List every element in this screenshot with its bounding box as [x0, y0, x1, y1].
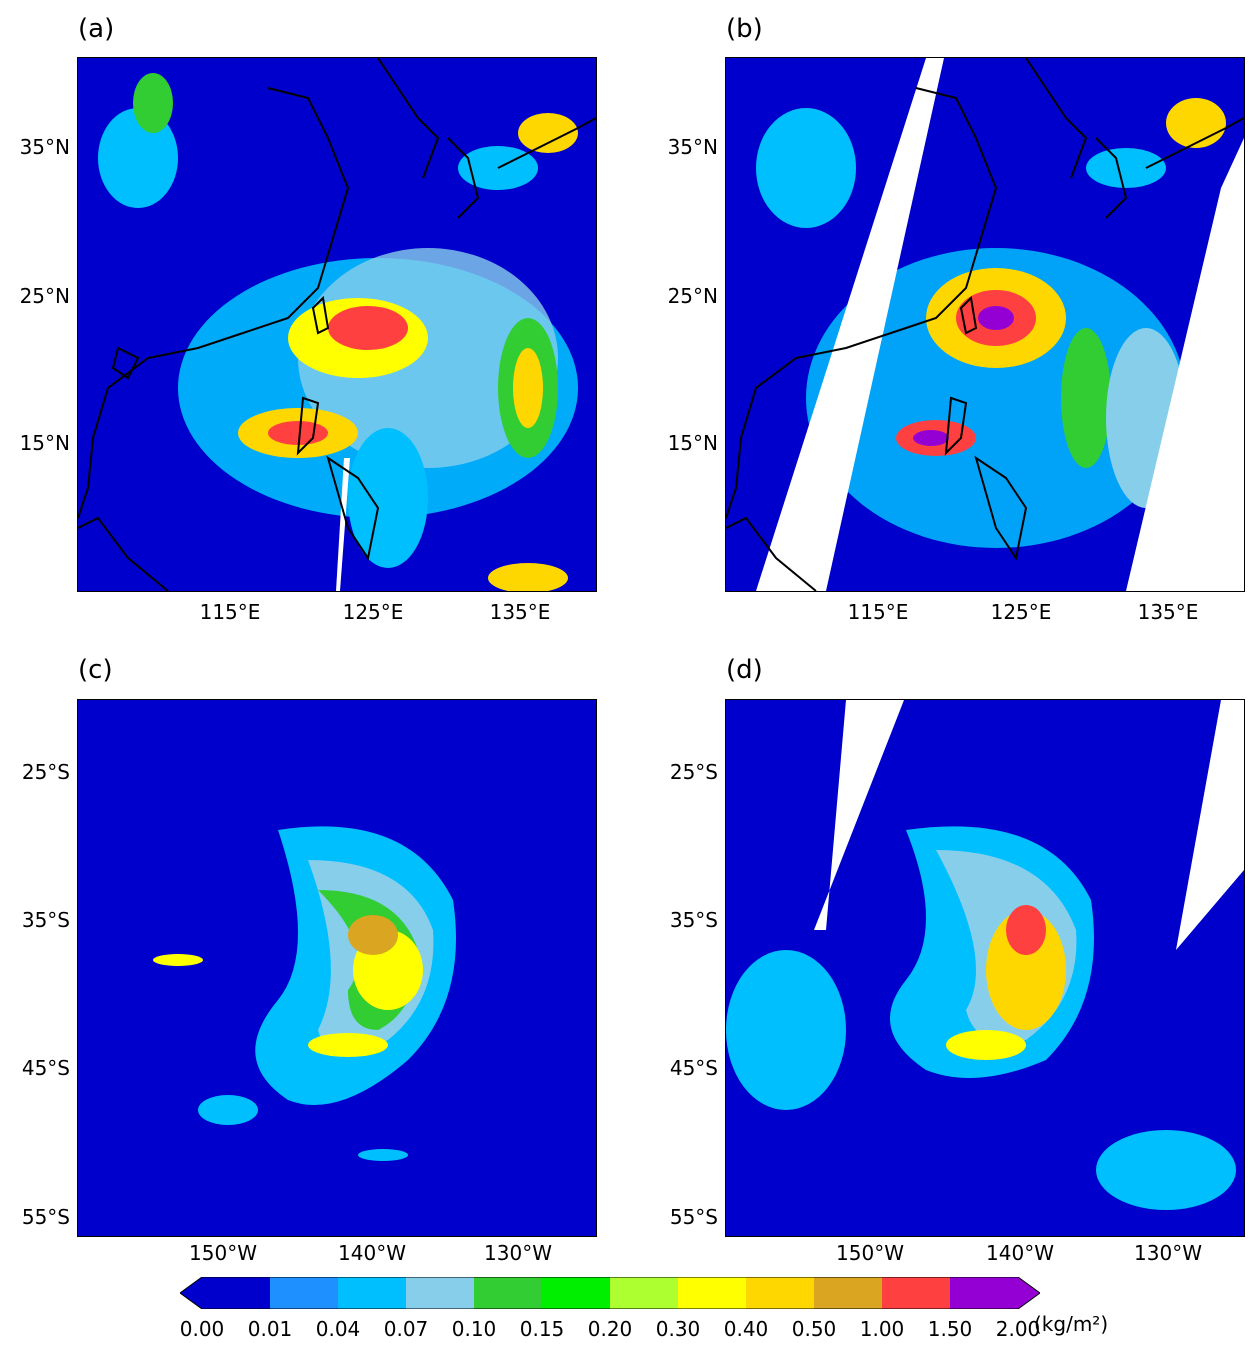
colorbar-cell [610, 1277, 679, 1309]
lat-tick: 25°N [667, 284, 718, 308]
colorbar-cell [542, 1277, 611, 1309]
colorbar-cell [406, 1277, 475, 1309]
colorbar-tick-label: 0.10 [451, 1317, 497, 1341]
precipitation-field-d [726, 700, 1244, 1210]
panel-b-label: (b) [726, 14, 763, 44]
map-panel-a [77, 57, 597, 592]
colorbar-cell [678, 1277, 747, 1309]
colorbar-tick-label: 0.20 [587, 1317, 633, 1341]
lon-tick: 140°W [338, 1241, 406, 1265]
lon-tick: 130°W [484, 1241, 552, 1265]
lat-tick: 35°N [667, 135, 718, 159]
colorbar-cell [474, 1277, 543, 1309]
coastline-b [726, 58, 1244, 591]
colorbar-tick-label: 1.00 [859, 1317, 905, 1341]
panel-c-label: (c) [78, 655, 113, 685]
coastline-a [78, 58, 596, 591]
colorbar-cell [950, 1277, 1040, 1309]
colorbar-cell [270, 1277, 339, 1309]
colorbar-tick-label: 0.00 [179, 1317, 225, 1341]
colorbar-tick-label: 0.07 [383, 1317, 429, 1341]
colorbar-cell [814, 1277, 883, 1309]
precipitation-field-b [726, 58, 1244, 591]
colorbar-tick-label: 0.40 [723, 1317, 769, 1341]
map-panel-b [725, 57, 1245, 592]
lon-tick: 150°W [189, 1241, 257, 1265]
precipitation-field-a [78, 58, 596, 591]
lat-tick: 35°N [19, 135, 70, 159]
colorbar-tick-label: 0.01 [247, 1317, 293, 1341]
lon-tick: 115°E [847, 600, 909, 624]
colorbar-tick-label: 0.04 [315, 1317, 361, 1341]
lat-tick: 15°N [19, 431, 70, 455]
lon-tick: 135°E [1137, 600, 1199, 624]
colorbar-tick-label: 0.30 [655, 1317, 701, 1341]
colorbar-cell [746, 1277, 815, 1309]
lat-tick: 45°S [669, 1056, 718, 1080]
lon-tick: 140°W [986, 1241, 1054, 1265]
colorbar-cell [882, 1277, 951, 1309]
lat-tick: 15°N [667, 431, 718, 455]
colorbar-cell [338, 1277, 407, 1309]
lon-tick: 125°E [990, 600, 1052, 624]
panel-d-label: (d) [726, 655, 763, 685]
map-panel-d [725, 699, 1245, 1237]
colorbar-unit: (kg/m²) [1034, 1312, 1109, 1336]
lat-tick: 55°S [669, 1205, 718, 1229]
colorbar-tick-label: 1.50 [927, 1317, 973, 1341]
lon-tick: 135°E [489, 600, 551, 624]
lat-tick: 35°S [669, 908, 718, 932]
lat-tick: 45°S [21, 1056, 70, 1080]
lon-tick: 130°W [1134, 1241, 1202, 1265]
precipitation-field-c [153, 826, 456, 1161]
panel-a-label: (a) [78, 14, 115, 44]
lat-tick: 25°S [669, 760, 718, 784]
lat-tick: 25°S [21, 760, 70, 784]
map-panel-c [77, 699, 597, 1237]
colorbar [180, 1277, 1040, 1309]
lat-tick: 35°S [21, 908, 70, 932]
colorbar-cell [180, 1277, 270, 1309]
lat-tick: 25°N [19, 284, 70, 308]
lon-tick: 115°E [199, 600, 261, 624]
colorbar-tick-label: 0.15 [519, 1317, 565, 1341]
lon-tick: 150°W [836, 1241, 904, 1265]
lon-tick: 125°E [342, 600, 404, 624]
lat-tick: 55°S [21, 1205, 70, 1229]
colorbar-tick-label: 2.00 [995, 1317, 1041, 1341]
colorbar-tick-label: 0.50 [791, 1317, 837, 1341]
